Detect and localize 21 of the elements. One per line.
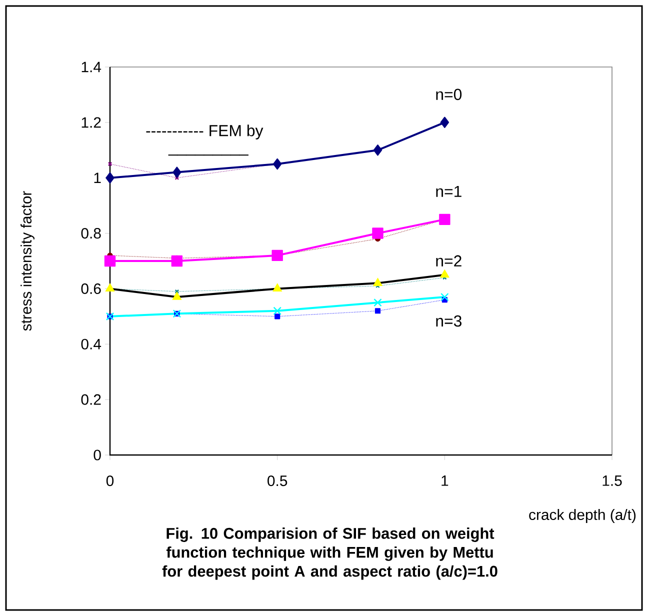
x-tick-label: 0 (106, 476, 114, 486)
series-label: n=1 (436, 186, 462, 197)
series-label: n=3 (436, 315, 462, 327)
x-tick-label: 1 (442, 476, 448, 486)
y-tick-label: 0.8 (81, 228, 101, 239)
x-tick-label: 1.5 (602, 476, 622, 486)
series-label: n=0 (436, 88, 462, 100)
annotation: _________ (168, 154, 248, 156)
x-axis-title: crack depth (a/t) (529, 509, 636, 523)
caption: Fig. 10 Comparision of SIF based on weight function technique with FEM given by Mettu for deepest point A and aspect ratio (a/c)=1.0 (162, 528, 498, 580)
y-tick-label: 0.2 (81, 394, 101, 405)
y-axis-title: stress intensity factor (20, 191, 34, 331)
y-tick-label: 1.2 (82, 117, 101, 128)
annotation: ----------- FEM by (146, 124, 264, 140)
series-label: n=2 (436, 255, 462, 266)
y-tick-label: 0.4 (81, 338, 102, 350)
y-tick-label: 0 (94, 450, 101, 460)
y-tick-label: 1 (94, 172, 101, 183)
y-tick-label: 0.6 (81, 283, 101, 294)
y-tick-label: 1.4 (82, 62, 102, 72)
x-tick-label: 0.5 (268, 476, 288, 486)
